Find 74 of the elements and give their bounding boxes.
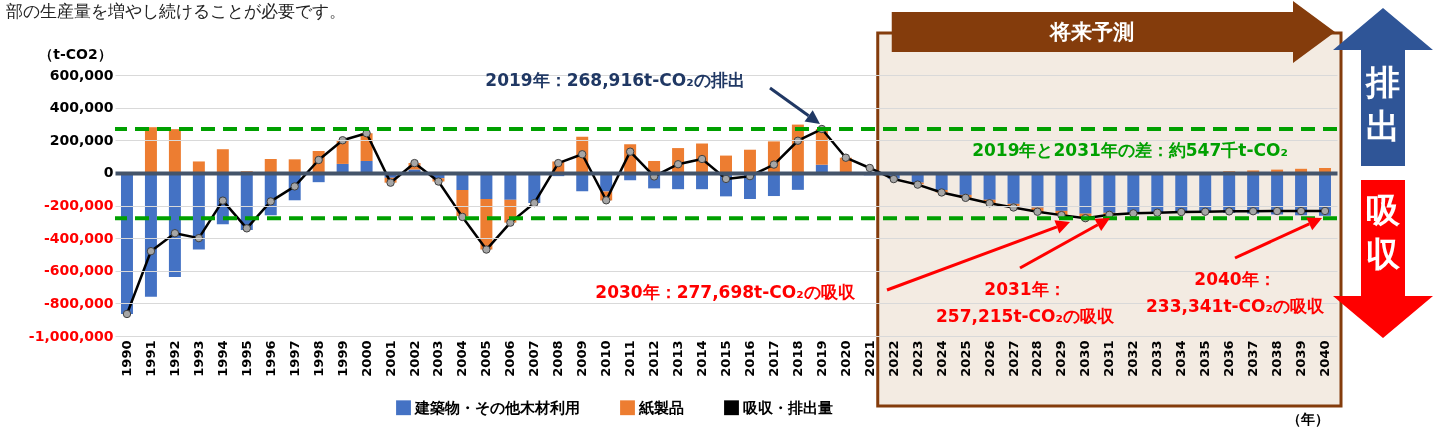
x-tick-label: 2007 [526, 340, 542, 377]
annotation: 2019年と2031年の差：約547千t-CO₂ [972, 138, 1288, 162]
y-tick-label: -1,000,000 [28, 327, 114, 344]
y-tick-label: 200,000 [49, 131, 114, 148]
x-tick-label: 2037 [1245, 340, 1261, 377]
x-tick-label: 2023 [909, 340, 925, 377]
x-tick-label: 2034 [1173, 340, 1189, 377]
x-tick-label: 2039 [1293, 340, 1309, 377]
x-tick-label: 2009 [574, 340, 590, 377]
x-tick-label: 1990 [118, 340, 134, 377]
x-tick-label: 2016 [741, 340, 757, 377]
y-tick-label: 600,000 [49, 66, 114, 83]
x-axis-title: （年） [1286, 410, 1329, 427]
x-tick-label: 2022 [885, 340, 901, 377]
x-tick-label: 2005 [478, 340, 494, 377]
y-tick-label: -200,000 [43, 197, 114, 213]
x-tick-label: 2020 [837, 340, 853, 377]
text: 吸収 [1365, 189, 1401, 276]
x-tick-label: 2001 [382, 340, 398, 377]
x-tick-label: 2032 [1125, 340, 1141, 377]
y-tick-label: -600,000 [43, 262, 114, 279]
x-tick-label: 2012 [646, 340, 662, 377]
x-tick-label: 2036 [1221, 340, 1237, 377]
x-tick-label: 2017 [765, 340, 781, 377]
x-tick-label: 2024 [933, 340, 949, 377]
y-tick-label: 400,000 [49, 99, 114, 116]
x-tick-label: 1994 [214, 340, 230, 377]
y-axis-title: （t-CO2） [39, 45, 112, 62]
x-tick-label: 2011 [622, 340, 638, 377]
x-tick-label: 2003 [430, 340, 446, 377]
y-tick-label: -400,000 [43, 229, 114, 246]
x-tick-label: 2004 [454, 340, 470, 377]
annotation: 2030年：277,698t-CO₂の吸収 [595, 280, 855, 304]
x-tick-label: 2000 [358, 340, 374, 377]
x-tick-label: 1996 [262, 340, 278, 377]
x-tick-label: 1999 [334, 340, 350, 377]
legend-label: 紙製品 [638, 398, 684, 417]
x-tick-label: 2006 [502, 340, 518, 377]
x-tick-label: 2026 [981, 340, 997, 377]
text: 部の生産量を増やし続けることが必要です。 [6, 0, 346, 23]
x-tick-label: 2027 [1005, 340, 1021, 377]
x-tick-label: 2031 [1101, 340, 1117, 377]
y-tick-label: 0 [103, 164, 114, 181]
annotation: 2019年：268,916t-CO₂の排出 [485, 68, 745, 92]
x-tick-label: 2008 [550, 340, 566, 377]
x-tick-label: 2021 [861, 340, 877, 377]
text: 排出 [1364, 61, 1401, 148]
x-tick-label: 1992 [166, 340, 182, 377]
y-tick-label: -800,000 [43, 294, 114, 311]
x-tick-label: 2018 [789, 340, 805, 377]
x-tick-label: 2033 [1149, 340, 1165, 377]
x-tick-label: 2002 [406, 340, 422, 377]
x-tick-label: 2015 [718, 340, 733, 377]
band-label: 将来予測 [1048, 19, 1136, 46]
legend-label: 吸収・排出量 [743, 398, 833, 417]
x-tick-label: 2038 [1269, 340, 1285, 377]
x-tick-label: 2010 [598, 340, 614, 377]
x-tick-label: 2025 [957, 340, 973, 377]
x-tick-label: 1995 [238, 340, 254, 377]
annotation: 2040年： 233,341t-CO₂の吸収 [1146, 268, 1324, 318]
x-tick-label: 2030 [1077, 340, 1093, 377]
x-tick-label: 1998 [310, 340, 326, 377]
x-tick-label: 1993 [190, 340, 206, 377]
x-tick-label: 2014 [694, 340, 710, 377]
x-tick-label: 2028 [1029, 340, 1045, 377]
x-tick-label: 1991 [142, 340, 158, 377]
annotation: 2031年： 257,215t-CO₂の吸収 [936, 278, 1114, 328]
x-tick-label: 1997 [286, 340, 302, 377]
x-tick-label: 2013 [670, 340, 686, 377]
x-tick-label: 2029 [1053, 340, 1069, 377]
x-tick-label: 2035 [1197, 340, 1213, 377]
x-tick-label: 2040 [1317, 340, 1333, 377]
legend-label: 建築物・その他木材利用 [414, 398, 580, 417]
x-tick-label: 2019 [813, 340, 829, 377]
